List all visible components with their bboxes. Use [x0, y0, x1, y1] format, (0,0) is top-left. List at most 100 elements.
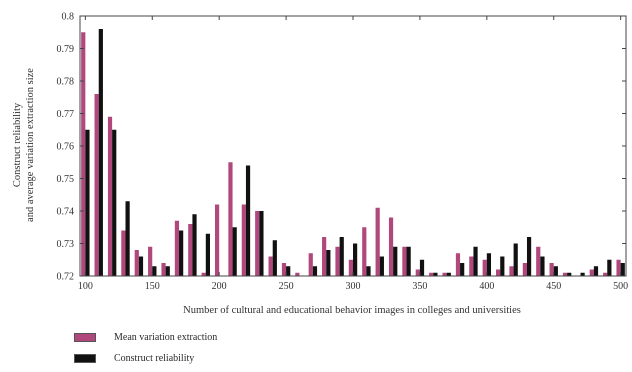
- y-tick-label: 0.76: [57, 142, 75, 153]
- bar-construct-reliability: [406, 246, 411, 276]
- bar-mean-variation: [455, 253, 461, 276]
- x-tick-label: 250: [279, 281, 294, 292]
- y-tick-label: 0.78: [57, 77, 75, 88]
- y-tick-label: 0.75: [57, 174, 75, 185]
- y-tick-label: 0.74: [57, 207, 75, 218]
- bar-construct-reliability: [513, 243, 518, 276]
- bar-mean-variation: [174, 220, 180, 276]
- bar-construct-reliability: [366, 266, 371, 276]
- y-axis-title-line-1: Construct reliability: [12, 102, 23, 187]
- x-tick-label: 450: [546, 281, 561, 292]
- bar-construct-reliability: [580, 272, 585, 276]
- bar-mean-variation: [536, 246, 541, 276]
- bar-mean-variation: [429, 272, 434, 276]
- bar-construct-reliability: [433, 272, 438, 276]
- legend-item-mean-variation: Mean variation extraction: [74, 330, 217, 344]
- bar-mean-variation: [161, 263, 166, 276]
- bar-mean-variation: [616, 259, 621, 276]
- y-tick-label: 0.73: [57, 239, 75, 250]
- bar-construct-reliability: [607, 259, 612, 276]
- bar-mean-variation: [255, 211, 260, 276]
- bar-mean-variation: [442, 272, 447, 276]
- bar-mean-variation: [94, 94, 99, 276]
- bar-mean-variation: [268, 256, 273, 276]
- bar-mean-variation: [214, 204, 220, 276]
- bar-construct-reliability: [540, 256, 545, 276]
- bar-mean-variation: [308, 253, 313, 276]
- bar-mean-variation: [241, 204, 246, 276]
- bar-mean-variation: [121, 230, 126, 276]
- x-tick-label: 500: [613, 281, 628, 292]
- bar-mean-variation: [469, 256, 474, 276]
- bar-construct-reliability: [593, 266, 599, 276]
- bar-construct-reliability: [112, 129, 117, 276]
- bar-mean-variation: [295, 272, 300, 276]
- y-tick-label: 0.72: [57, 272, 75, 283]
- bar-mean-variation: [322, 237, 327, 276]
- legend-swatch-mean-variation: [74, 332, 96, 342]
- bar-mean-variation: [201, 272, 206, 276]
- bar-mean-variation: [362, 227, 367, 276]
- x-tick-label: 350: [412, 281, 427, 292]
- bar-mean-variation: [522, 263, 527, 276]
- bar-mean-variation: [348, 259, 353, 276]
- bar-mean-variation: [482, 259, 487, 276]
- plot-frame: [79, 15, 627, 277]
- bar-construct-reliability: [192, 214, 197, 276]
- bar-mean-variation: [402, 246, 407, 276]
- bar-construct-reliability: [165, 266, 170, 276]
- bar-construct-reliability: [85, 129, 90, 276]
- bar-construct-reliability: [446, 272, 451, 276]
- x-tick-label: 300: [346, 281, 361, 292]
- bar-construct-reliability: [272, 240, 277, 276]
- bar-construct-reliability: [393, 246, 398, 276]
- bar-mean-variation: [134, 250, 139, 276]
- bar-mean-variation: [335, 246, 340, 276]
- bar-construct-reliability: [98, 29, 103, 276]
- bar-mean-variation: [228, 162, 233, 276]
- bar-mean-variation: [496, 269, 501, 276]
- bar-construct-reliability: [353, 243, 358, 276]
- bar-construct-reliability: [473, 246, 478, 276]
- bar-construct-reliability: [460, 263, 465, 276]
- bar-mean-variation: [562, 272, 568, 276]
- legend-swatch-construct-reliability: [74, 353, 96, 363]
- bar-construct-reliability: [553, 266, 558, 276]
- bar-construct-reliability: [620, 263, 625, 276]
- y-tick-label: 0.79: [57, 44, 75, 55]
- bar-mean-variation: [388, 217, 394, 276]
- x-tick-label: 200: [212, 281, 227, 292]
- bar-construct-reliability: [312, 266, 318, 276]
- bar-mean-variation: [549, 263, 554, 276]
- bar-construct-reliability: [379, 256, 384, 276]
- bar-construct-reliability: [567, 272, 572, 276]
- bar-mean-variation: [188, 224, 193, 276]
- bar-construct-reliability: [179, 230, 184, 276]
- bar-mean-variation: [603, 272, 608, 276]
- x-tick-label: 100: [78, 281, 93, 292]
- bar-construct-reliability: [245, 165, 251, 276]
- bar-construct-reliability: [419, 259, 425, 276]
- bar-construct-reliability: [500, 256, 505, 276]
- legend-label-mean-variation: Mean variation extraction: [114, 331, 218, 343]
- y-axis-title-line-2: and average variation extraction size: [25, 68, 36, 222]
- x-tick-label: 400: [479, 281, 494, 292]
- bar-construct-reliability: [286, 266, 291, 276]
- bar-mean-variation: [375, 207, 380, 276]
- bar-construct-reliability: [152, 266, 157, 276]
- bar-mean-variation: [509, 266, 514, 276]
- bar-construct-reliability: [486, 253, 492, 276]
- bar-mean-variation: [589, 269, 594, 276]
- legend-label-construct-reliability: Construct reliability: [114, 352, 195, 364]
- x-tick-label: 150: [145, 281, 160, 292]
- bar-mean-variation: [107, 116, 113, 276]
- bar-construct-reliability: [339, 237, 344, 276]
- bar-mean-variation: [281, 263, 287, 276]
- x-axis-title: Number of cultural and educational behav…: [183, 305, 521, 316]
- y-tick-label: 0.8: [62, 12, 75, 23]
- bar-mean-variation: [415, 269, 420, 276]
- bar-construct-reliability: [125, 201, 130, 276]
- bar-construct-reliability: [259, 211, 264, 276]
- bar-mean-variation: [81, 32, 86, 276]
